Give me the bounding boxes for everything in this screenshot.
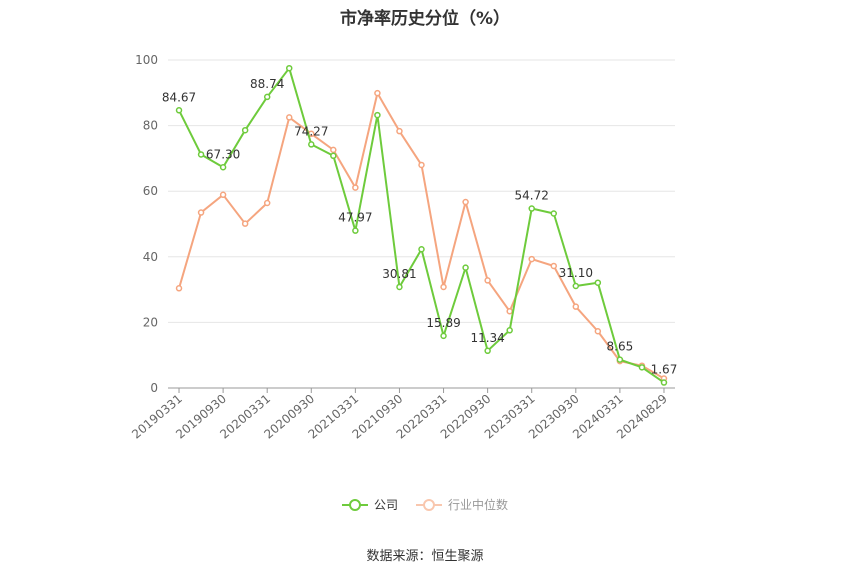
data-label-company: 67.30 bbox=[206, 147, 240, 161]
data-point-industry-median bbox=[572, 303, 580, 310]
series-line-company bbox=[178, 67, 665, 384]
data-point-company bbox=[263, 93, 271, 101]
chart-title: 市净率历史分位（%） bbox=[339, 9, 511, 29]
data-point-industry-median bbox=[506, 307, 513, 315]
y-tick-label: 80 bbox=[143, 119, 158, 133]
data-point-company bbox=[396, 283, 403, 291]
data-point-company bbox=[219, 164, 227, 171]
legend-item-company[interactable]: 公司 bbox=[341, 496, 398, 513]
data-point-industry-median bbox=[330, 146, 337, 154]
data-point-industry-median bbox=[484, 277, 491, 284]
data-label-company: 11.34 bbox=[470, 331, 504, 345]
y-tick-label: 100 bbox=[135, 53, 158, 67]
data-point-company bbox=[660, 379, 668, 386]
data-label-company: 88.74 bbox=[250, 77, 284, 91]
data-point-company bbox=[285, 64, 293, 72]
data-point-company bbox=[616, 356, 624, 363]
data-point-company bbox=[440, 332, 447, 340]
data-point-industry-median bbox=[263, 199, 271, 207]
data-point-industry-median bbox=[528, 255, 535, 263]
data-point-industry-median bbox=[197, 209, 205, 216]
data-point-company bbox=[484, 347, 491, 355]
data-point-company bbox=[241, 126, 249, 134]
legend-label-industry-median: 行业中位数 bbox=[448, 498, 509, 512]
series-line-industry-median bbox=[178, 92, 665, 380]
data-point-industry-median bbox=[594, 328, 602, 335]
legend-marker-company bbox=[341, 498, 368, 512]
data-label-company: 31.10 bbox=[559, 266, 593, 280]
data-label-company: 54.72 bbox=[515, 189, 549, 203]
data-point-company bbox=[550, 210, 558, 217]
data-point-company bbox=[418, 246, 425, 253]
data-point-industry-median bbox=[352, 184, 359, 191]
data-point-company bbox=[352, 227, 359, 234]
data-label-company: 30.81 bbox=[382, 267, 416, 281]
data-label-company: 47.97 bbox=[338, 211, 372, 225]
chart-svg: 0204060801002019033120190930202003312020… bbox=[129, 53, 678, 442]
data-point-company bbox=[308, 141, 315, 148]
data-source: 数据来源：恒生聚源 bbox=[366, 549, 484, 564]
data-point-company bbox=[506, 327, 513, 334]
data-point-industry-median bbox=[550, 262, 558, 270]
data-point-company bbox=[197, 151, 205, 158]
data-label-company: 74.27 bbox=[294, 124, 328, 138]
data-point-industry-median bbox=[374, 89, 381, 97]
data-point-industry-median bbox=[396, 127, 403, 135]
data-point-company bbox=[638, 364, 646, 371]
data-point-company bbox=[594, 279, 602, 286]
data-point-industry-median bbox=[175, 285, 183, 292]
data-label-company: 1.67 bbox=[651, 363, 678, 377]
data-point-company bbox=[572, 282, 580, 290]
y-tick-label: 60 bbox=[143, 184, 158, 198]
data-point-industry-median bbox=[418, 161, 425, 169]
y-tick-label: 40 bbox=[143, 250, 158, 264]
legend: 公司 行业中位数 bbox=[0, 496, 850, 513]
data-label-company: 84.67 bbox=[162, 90, 196, 104]
data-point-industry-median bbox=[241, 220, 249, 227]
legend-item-industry-median[interactable]: 行业中位数 bbox=[416, 496, 508, 513]
data-point-industry-median bbox=[440, 283, 447, 291]
data-point-company bbox=[528, 205, 535, 212]
data-point-company bbox=[175, 107, 183, 114]
data-point-industry-median bbox=[285, 114, 293, 121]
data-point-industry-median bbox=[462, 198, 469, 206]
data-point-company bbox=[330, 152, 337, 160]
legend-marker-industry-median bbox=[416, 498, 442, 512]
data-point-company bbox=[462, 264, 469, 271]
y-tick-label: 0 bbox=[150, 381, 158, 395]
data-point-company bbox=[374, 111, 381, 119]
data-label-company: 15.89 bbox=[426, 316, 460, 330]
y-tick-label: 20 bbox=[143, 315, 158, 329]
data-point-industry-median bbox=[219, 191, 227, 199]
legend-label-company: 公司 bbox=[373, 498, 398, 512]
data-label-company: 8.65 bbox=[607, 340, 634, 354]
